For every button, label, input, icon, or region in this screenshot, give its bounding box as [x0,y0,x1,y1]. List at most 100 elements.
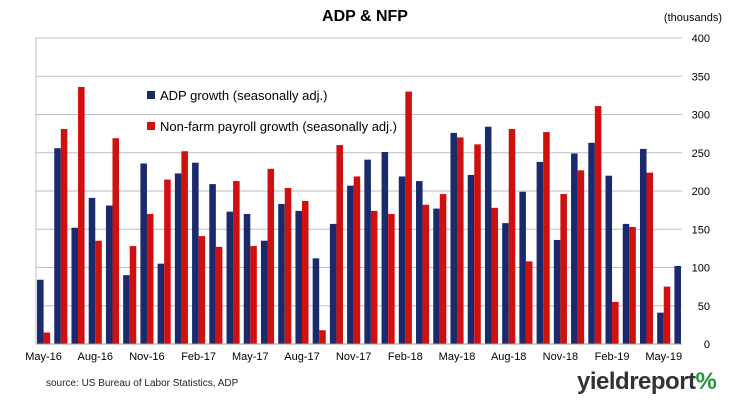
nfp-bar [267,168,275,344]
nfp-bar [577,170,585,344]
legend-label: ADP growth (seasonally adj.) [160,88,327,103]
nfp-bar [629,226,636,344]
adp-bar [192,162,199,344]
nfp-bar [181,151,188,344]
x-tick-label: Aug-18 [491,351,526,363]
adp-bar [467,174,475,344]
logo-percent-icon: % [695,368,717,395]
legend-label: Non-farm payroll growth (seasonally adj.… [160,119,397,134]
adp-bar [295,210,302,344]
adp-bar [588,142,595,344]
x-tick-label: Nov-16 [129,351,164,363]
nfp-bar [646,172,654,344]
nfp-bar [612,301,619,344]
adp-bar [123,275,130,344]
x-tick-label: May-19 [645,351,682,363]
adp-bar [243,213,251,344]
x-tick-label: May-17 [232,351,269,363]
adp-bar [174,173,182,344]
nfp-bar [370,210,378,344]
y-tick-label: 50 [698,301,710,313]
adp-bar [571,153,578,344]
nfp-bar [215,246,223,344]
adp-bar [157,263,165,344]
nfp-bar [60,129,68,344]
y-tick-label: 350 [692,71,710,83]
adp-bar [450,132,458,344]
source-note: source: US Bureau of Labor Statistics, A… [46,378,239,389]
x-tick-label: May-16 [25,351,62,363]
nfp-bar [301,200,309,344]
nfp-bar [457,137,464,344]
nfp-bar [405,91,412,344]
x-tick-label: Nov-17 [336,351,371,363]
adp-bar [37,279,44,344]
adp-bar [416,181,423,344]
adp-bar [639,148,647,344]
nfp-bar [78,86,85,345]
adp-bar [398,176,406,344]
x-tick-label: Nov-18 [543,351,578,363]
adp-bar [381,151,389,344]
y-tick-label: 150 [692,224,710,236]
adp-bar [433,208,440,344]
nfp-bar [491,207,499,344]
x-tick-label: May-18 [439,351,476,363]
nfp-bar [663,286,671,344]
nfp-bar [543,132,550,344]
nfp-bar [112,138,120,344]
adp-bar [209,184,216,344]
y-tick-label: 250 [692,148,710,160]
adp-bar [312,258,320,344]
nfp-bar [474,144,481,344]
nfp-bar [95,240,102,344]
nfp-bar [250,246,257,344]
nfp-bar [422,204,430,344]
adp-bar [88,197,96,344]
yieldreport-logo: yieldreport% [577,368,717,396]
nfp-bar [525,261,533,344]
adp-bar [105,205,113,344]
units-label: (thousands) [663,12,722,24]
adp-bar [519,191,526,344]
nfp-bar [284,187,292,344]
adp-bar [260,240,268,344]
y-tick-label: 100 [692,263,710,275]
y-tick-label: 400 [692,33,710,45]
nfp-bar [353,176,361,344]
adp-bar [140,163,147,344]
adp-bar [347,185,354,344]
legend-swatch [147,91,155,99]
nfp-bar [319,330,326,344]
adp-bar [71,227,79,344]
x-tick-label: Feb-19 [595,351,630,363]
nfp-bar [439,194,447,344]
nfp-bar [146,213,154,344]
nfp-bar [560,194,567,344]
adp-bar [364,159,371,344]
nfp-bar [129,246,137,344]
nfp-bar [164,179,171,344]
logo-text: yieldreport [577,368,696,395]
y-tick-label: 200 [692,186,710,198]
legend-swatch [147,122,155,130]
adp-bar [553,239,561,344]
adp-bar [502,223,509,344]
adp-bar [329,223,337,344]
nfp-bar [198,236,206,344]
nfp-bar [43,332,51,344]
adp-bar [674,265,681,344]
adp-bar [54,148,61,344]
y-tick-label: 300 [692,110,710,122]
adp-bar [278,204,285,344]
x-tick-label: Feb-17 [181,351,216,363]
nfp-bar [388,213,395,344]
nfp-bar [336,145,343,344]
nfp-bar [233,181,240,344]
x-tick-label: Aug-17 [284,351,319,363]
chart-title: ADP & NFP [322,8,408,25]
adp-bar [484,126,492,345]
x-tick-label: Feb-18 [388,351,423,363]
adp-bar [605,175,613,344]
